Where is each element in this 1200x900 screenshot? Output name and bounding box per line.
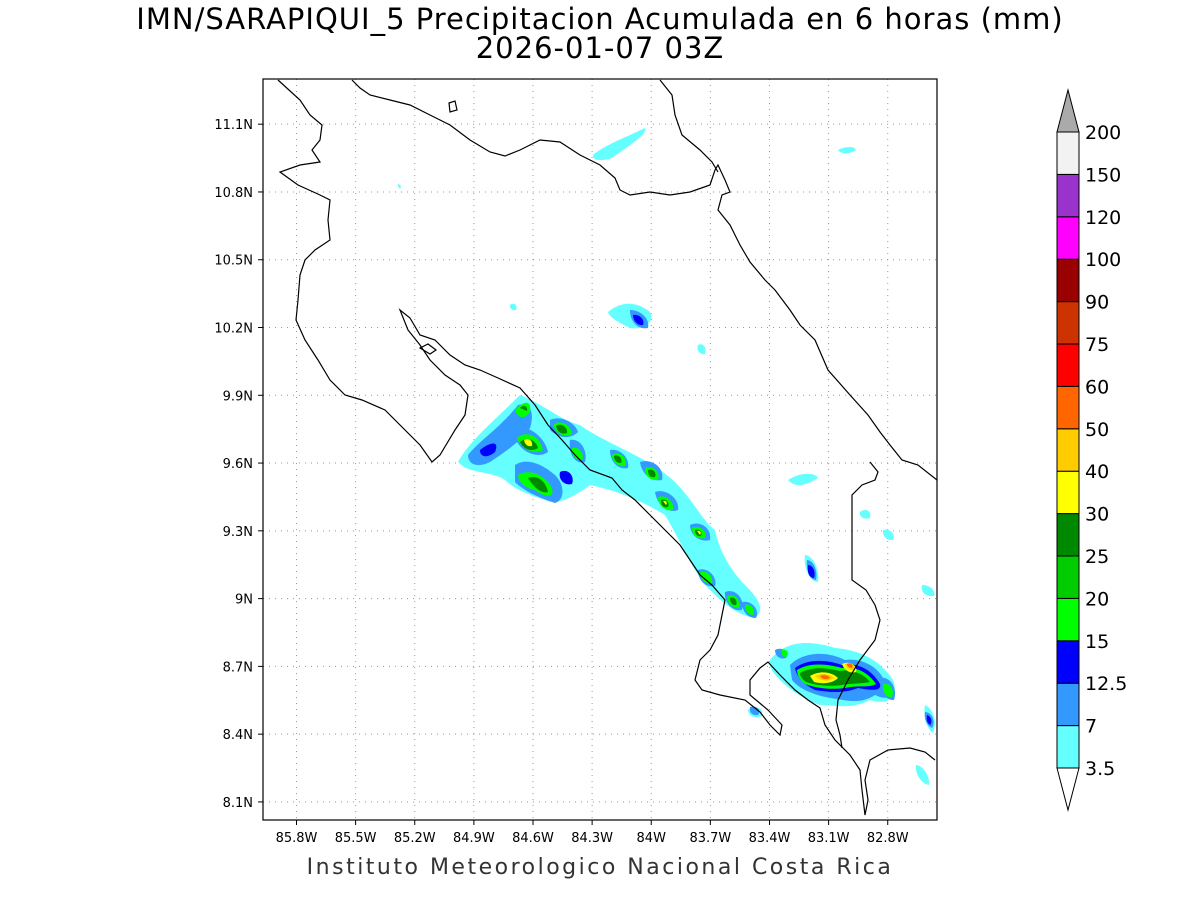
precipitation-field bbox=[397, 128, 935, 785]
colorbar-label: 50 bbox=[1085, 419, 1109, 441]
colorbar-swatch bbox=[1056, 725, 1080, 769]
lat-tick-label: 10.5N bbox=[214, 254, 253, 269]
colorbar-swatch bbox=[1056, 258, 1080, 303]
lat-tick-label: 8.1N bbox=[223, 796, 253, 811]
lon-tick-label: 82.8W bbox=[867, 831, 909, 846]
lat-tick-label: 10.8N bbox=[214, 186, 253, 201]
colorbar-label: 30 bbox=[1085, 504, 1109, 526]
colorbar-swatch bbox=[1056, 597, 1080, 642]
colorbar-label: 75 bbox=[1085, 334, 1109, 356]
colorbar-swatch bbox=[1056, 301, 1080, 345]
colorbar-swatch bbox=[1056, 216, 1080, 260]
lon-tick-label: 83.7W bbox=[689, 831, 731, 846]
map-title: IMN/SARAPIQUI_5 Precipitacion Acumulada … bbox=[136, 2, 1064, 36]
colorbar-label: 15 bbox=[1085, 631, 1109, 653]
colorbar-label: 120 bbox=[1085, 207, 1121, 229]
colorbar-min-extension bbox=[1056, 767, 1080, 812]
colorbar-label: 150 bbox=[1085, 164, 1121, 186]
lon-tick-label: 83.1W bbox=[808, 831, 850, 846]
colorbar-swatch bbox=[1056, 428, 1080, 472]
colorbar-swatch bbox=[1056, 555, 1080, 599]
colorbar-swatch bbox=[1056, 173, 1080, 218]
colorbar-label: 40 bbox=[1085, 461, 1109, 483]
lon-tick-label: 83.4W bbox=[749, 831, 791, 846]
lon-tick-label: 85.8W bbox=[276, 831, 318, 846]
colorbar-label: 90 bbox=[1085, 292, 1109, 314]
colorbar-label: 3.5 bbox=[1085, 758, 1115, 780]
colorbar-label: 7 bbox=[1085, 716, 1097, 738]
colorbar-swatch bbox=[1056, 470, 1080, 515]
lon-tick-label: 84.3W bbox=[571, 831, 613, 846]
lat-tick-label: 9.9N bbox=[223, 389, 253, 404]
map-footer-credit: Instituto Meteorologico Nacional Costa R… bbox=[306, 855, 894, 880]
lat-tick-label: 11.1N bbox=[214, 118, 253, 133]
colorbar-swatch bbox=[1056, 343, 1080, 387]
coastlines bbox=[277, 79, 937, 816]
lat-tick-label: 10.2N bbox=[214, 322, 253, 337]
map-subtitle-datetime: 2026-01-07 03Z bbox=[475, 31, 725, 65]
lat-tick-label: 9N bbox=[235, 593, 253, 608]
lon-tick-label: 84.6W bbox=[512, 831, 554, 846]
colorbar-swatch bbox=[1056, 682, 1080, 727]
lat-tick-label: 9.3N bbox=[223, 525, 253, 540]
latitude-axis: 11.1N 10.8N 10.5N 10.2N 9.9N 9.6N 9.3N 9N 8.7N 8.… bbox=[214, 118, 263, 811]
lon-tick-label: 84.9W bbox=[453, 831, 495, 846]
map-frame bbox=[262, 78, 938, 821]
colorbar-swatch bbox=[1056, 513, 1080, 557]
colorbar-label: 100 bbox=[1085, 249, 1121, 271]
colorbar-label: 20 bbox=[1085, 588, 1109, 610]
colorbar-max-extension bbox=[1056, 88, 1080, 133]
colorbar-legend: 3.5 7 12.5 15 20 25 30 40 50 60 75 90 100 120 150 200 bbox=[1056, 88, 1127, 812]
lon-tick-label: 84W bbox=[637, 831, 667, 846]
colorbar-label: 200 bbox=[1085, 122, 1121, 144]
colorbar-swatch bbox=[1056, 640, 1080, 684]
lat-tick-label: 8.4N bbox=[223, 728, 253, 743]
colorbar-label: 12.5 bbox=[1085, 673, 1127, 695]
longitude-axis: 85.8W 85.5W 85.2W 84.9W 84.6W 84.3W 84W 83.7W 83… bbox=[276, 820, 909, 846]
lon-tick-label: 85.2W bbox=[394, 831, 436, 846]
colorbar-swatch bbox=[1056, 385, 1080, 430]
lat-tick-label: 8.7N bbox=[223, 660, 253, 675]
colorbar-swatch bbox=[1056, 131, 1080, 175]
colorbar-label: 60 bbox=[1085, 376, 1109, 398]
lat-tick-label: 9.6N bbox=[223, 457, 253, 472]
lon-tick-label: 85.5W bbox=[335, 831, 377, 846]
colorbar-label: 25 bbox=[1085, 546, 1109, 568]
